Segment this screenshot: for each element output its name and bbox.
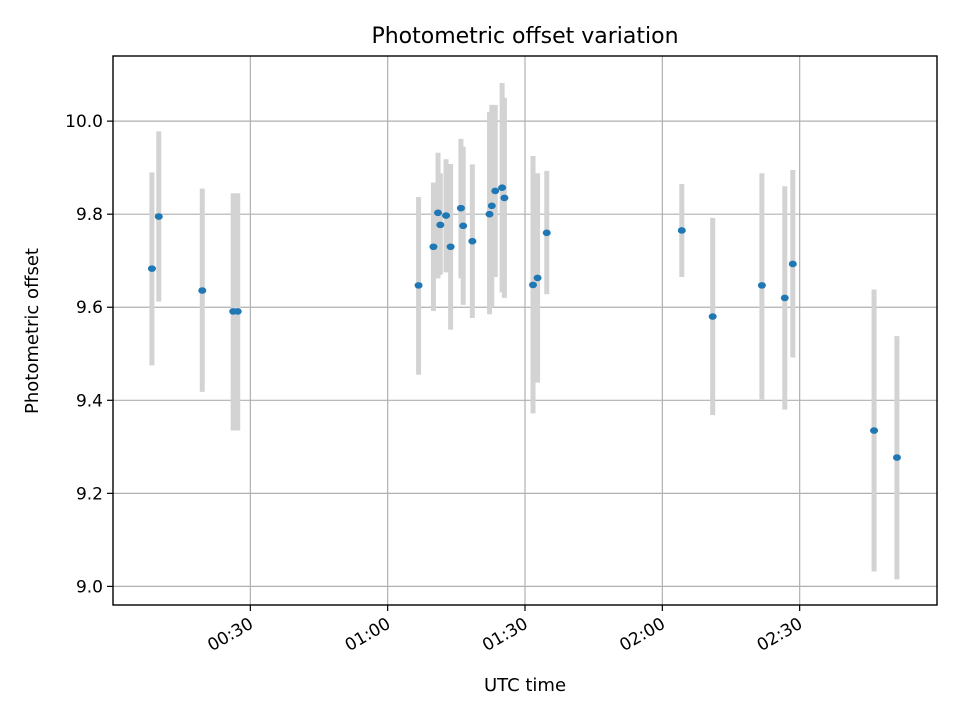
grid-layer — [113, 56, 937, 605]
point-layer — [147, 184, 901, 461]
y-tick-label: 9.4 — [76, 391, 103, 411]
data-point — [436, 221, 445, 229]
data-point — [491, 187, 500, 195]
data-point — [414, 282, 423, 289]
data-point — [892, 454, 901, 461]
chart-title: Photometric offset variation — [371, 24, 678, 49]
data-point — [456, 204, 465, 212]
data-point — [500, 194, 509, 202]
y-tick-label: 9.2 — [76, 484, 103, 504]
data-point — [757, 282, 766, 289]
data-point — [780, 294, 789, 302]
y-axis-label: Photometric offset — [22, 248, 43, 414]
data-point — [708, 313, 717, 320]
y-tick-label: 9.0 — [76, 577, 103, 597]
data-point — [459, 222, 468, 230]
data-point — [870, 427, 879, 434]
y-tick-label: 9.8 — [76, 205, 103, 225]
y-tick-label: 10.0 — [65, 112, 103, 132]
data-point — [446, 243, 455, 251]
x-axis-label: UTC time — [484, 675, 566, 696]
data-point — [147, 265, 156, 272]
data-point — [533, 274, 542, 282]
data-point — [788, 260, 797, 268]
data-point — [198, 287, 207, 294]
data-point — [233, 308, 242, 315]
data-point — [677, 227, 686, 234]
y-tick-label: 9.6 — [76, 298, 103, 318]
data-point — [498, 184, 507, 191]
data-point — [429, 243, 438, 251]
data-point — [487, 202, 496, 210]
data-point — [442, 212, 451, 219]
data-point — [434, 209, 443, 217]
data-point — [529, 281, 538, 289]
data-point — [485, 210, 494, 218]
data-point — [542, 229, 551, 237]
data-point — [468, 237, 477, 245]
data-point — [154, 213, 163, 220]
